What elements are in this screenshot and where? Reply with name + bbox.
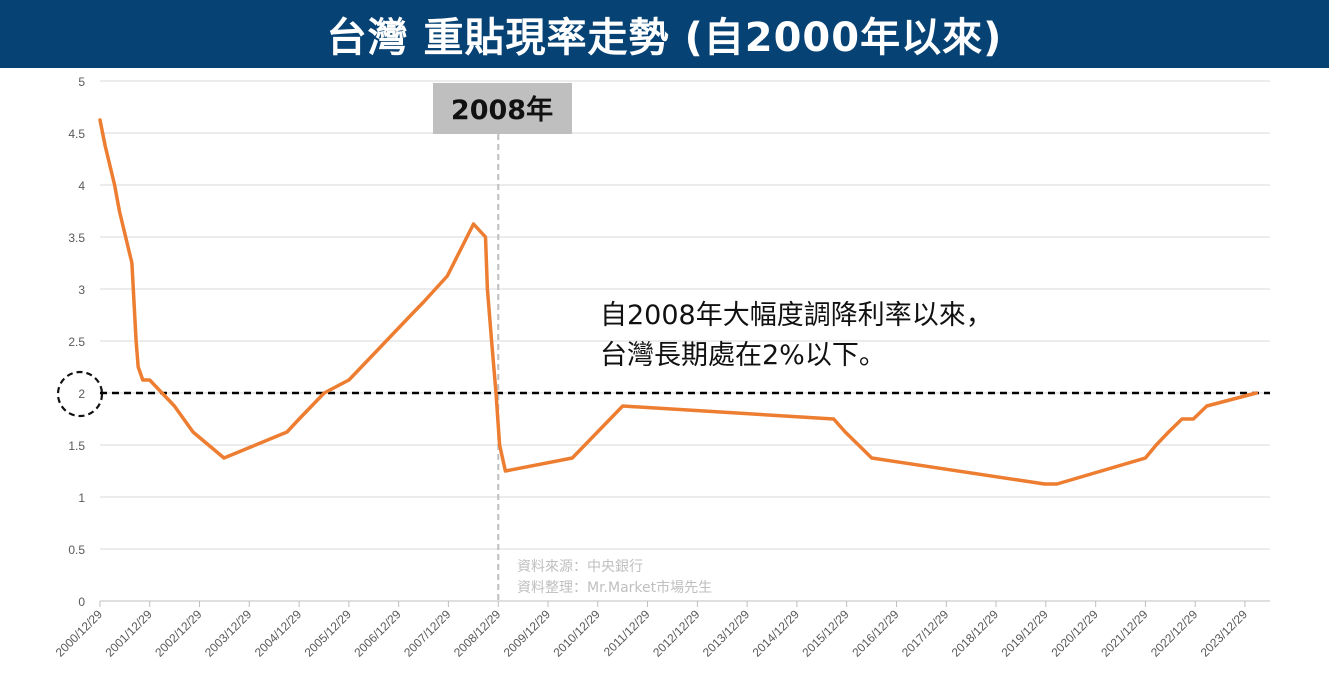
header-banner: 台灣 重貼現率走勢 (自2000年以來) (0, 0, 1329, 68)
x-tick-label: 2020/12/29 (1048, 607, 1101, 660)
x-tick-label: 2018/12/29 (949, 607, 1002, 660)
year-label-box (433, 83, 572, 134)
x-tick-label: 2005/12/29 (302, 607, 355, 660)
year-label: 2008年 (451, 94, 553, 126)
compiler-text: 資料整理：Mr.Market市場先生 (517, 579, 712, 596)
x-tick-label: 2007/12/29 (401, 607, 454, 660)
grid-lines (100, 80, 1270, 602)
discount-rate-chart: 0 0.5 1 1.5 2 2.5 3 3.5 4 4.5 5 2000/12/292001/12/… (53, 75, 1270, 660)
x-tick-label: 2022/12/29 (1148, 607, 1201, 660)
y-tick-label: 4 (78, 179, 85, 193)
y-tick-label: 0.5 (68, 543, 85, 557)
x-tick-labels: 2000/12/292001/12/292002/12/292003/12/29… (53, 601, 1251, 660)
y-tick-label: 3.5 (68, 231, 85, 245)
y-tick-label: 4.5 (68, 127, 85, 141)
x-tick-label: 2019/12/29 (999, 607, 1052, 660)
x-tick-label: 2012/12/29 (650, 607, 703, 660)
x-tick-label: 2003/12/29 (202, 607, 255, 660)
x-tick-label: 2006/12/29 (351, 607, 404, 660)
x-tick-label: 2000/12/29 (53, 607, 106, 660)
y-tick-label: 2.5 (68, 335, 85, 349)
x-tick-label: 2010/12/29 (551, 607, 604, 660)
x-tick-label: 2015/12/29 (799, 607, 852, 660)
y-tick-label: 0 (78, 595, 85, 609)
x-tick-label: 2002/12/29 (152, 607, 205, 660)
x-tick-label: 2016/12/29 (849, 607, 902, 660)
x-tick-label: 2014/12/29 (750, 607, 803, 660)
x-tick-label: 2008/12/29 (451, 607, 504, 660)
x-tick-label: 2004/12/29 (252, 607, 305, 660)
chart-title: 台灣 重貼現率走勢 (自2000年以來) (326, 15, 1003, 61)
x-tick-label: 2001/12/29 (103, 607, 156, 660)
y-tick-label: 1 (78, 491, 85, 505)
y-tick-label: 2 (78, 387, 85, 401)
x-tick-label: 2017/12/29 (899, 607, 952, 660)
annotation-line-2: 台灣長期處在2%以下。 (600, 340, 886, 371)
x-tick-label: 2009/12/29 (501, 607, 554, 660)
annotations: 2008年 自2008年大幅度調降利率以來， 台灣長期處在2%以下。 資料來源：… (56, 83, 993, 596)
reference-lines (100, 134, 1270, 601)
y-tick-label: 1.5 (68, 439, 85, 453)
x-tick-label: 2021/12/29 (1098, 607, 1151, 660)
series-line (98, 118, 1259, 486)
series-lines (98, 118, 1259, 486)
y-tick-labels: 0 0.5 1 1.5 2 2.5 3 3.5 4 4.5 5 (68, 75, 85, 609)
y-tick-label: 5 (78, 75, 85, 89)
annotation-line-1: 自2008年大幅度調降利率以來， (600, 300, 993, 331)
x-tick-label: 2013/12/29 (700, 607, 753, 660)
x-tick-label: 2011/12/29 (601, 607, 653, 659)
highlight-circle (56, 370, 104, 418)
source-text: 資料來源：中央銀行 (517, 559, 643, 575)
x-tick-label: 2023/12/29 (1198, 607, 1251, 660)
y-tick-label: 3 (78, 283, 85, 297)
